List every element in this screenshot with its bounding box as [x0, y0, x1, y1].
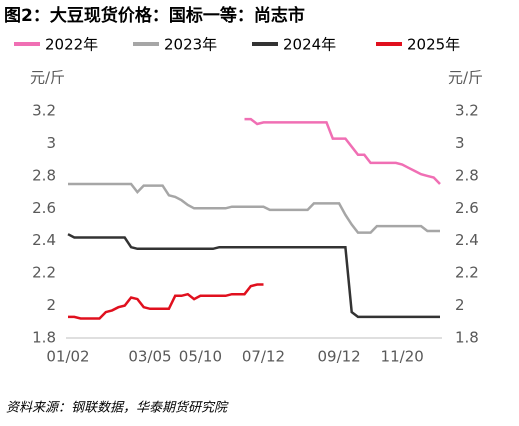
y2-tick-label: 2.6: [455, 199, 479, 217]
y-tick-label: 2.4: [32, 231, 56, 249]
legend-label: 2025年: [407, 36, 460, 54]
source-note: 资料来源：钢联数据，华泰期货研究院: [6, 400, 229, 416]
y2-axis-label: 元/斤: [448, 69, 483, 87]
chart-title: 图2：大豆现货价格：国标一等：尚志市: [4, 5, 305, 26]
y-tick-label: 2: [46, 296, 56, 314]
legend-label: 2023年: [164, 36, 217, 54]
x-tick-label: 05/10: [179, 348, 222, 366]
y2-tick-label: 2: [455, 296, 465, 314]
x-tick-label: 01/02: [46, 348, 89, 366]
legend-label: 2022年: [45, 36, 98, 54]
series-line: [68, 182, 440, 234]
series-line: [244, 117, 441, 185]
y-axis-label: 元/斤: [30, 69, 65, 87]
y-tick-label: 3: [46, 134, 56, 152]
legend-label: 2024年: [283, 36, 336, 54]
series-line: [67, 233, 440, 319]
series-line: [68, 283, 264, 320]
x-tick-label: 11/20: [381, 348, 424, 366]
y-tick-label: 3.2: [32, 102, 56, 120]
y2-tick-label: 2.8: [455, 166, 479, 184]
y2-tick-label: 2.4: [455, 231, 479, 249]
y-tick-label: 2.6: [32, 199, 56, 217]
y-tick-label: 2.8: [32, 166, 56, 184]
y2-tick-label: 3.2: [455, 102, 479, 120]
x-tick-label: 03/05: [128, 348, 171, 366]
y-tick-label: 2.2: [32, 264, 56, 282]
y-tick-label: 1.8: [32, 329, 56, 347]
y2-tick-label: 3: [455, 134, 465, 152]
x-tick-label: 07/12: [242, 348, 285, 366]
x-tick-label: 09/12: [318, 348, 361, 366]
y2-tick-label: 1.8: [455, 329, 479, 347]
y2-tick-label: 2.2: [455, 264, 479, 282]
